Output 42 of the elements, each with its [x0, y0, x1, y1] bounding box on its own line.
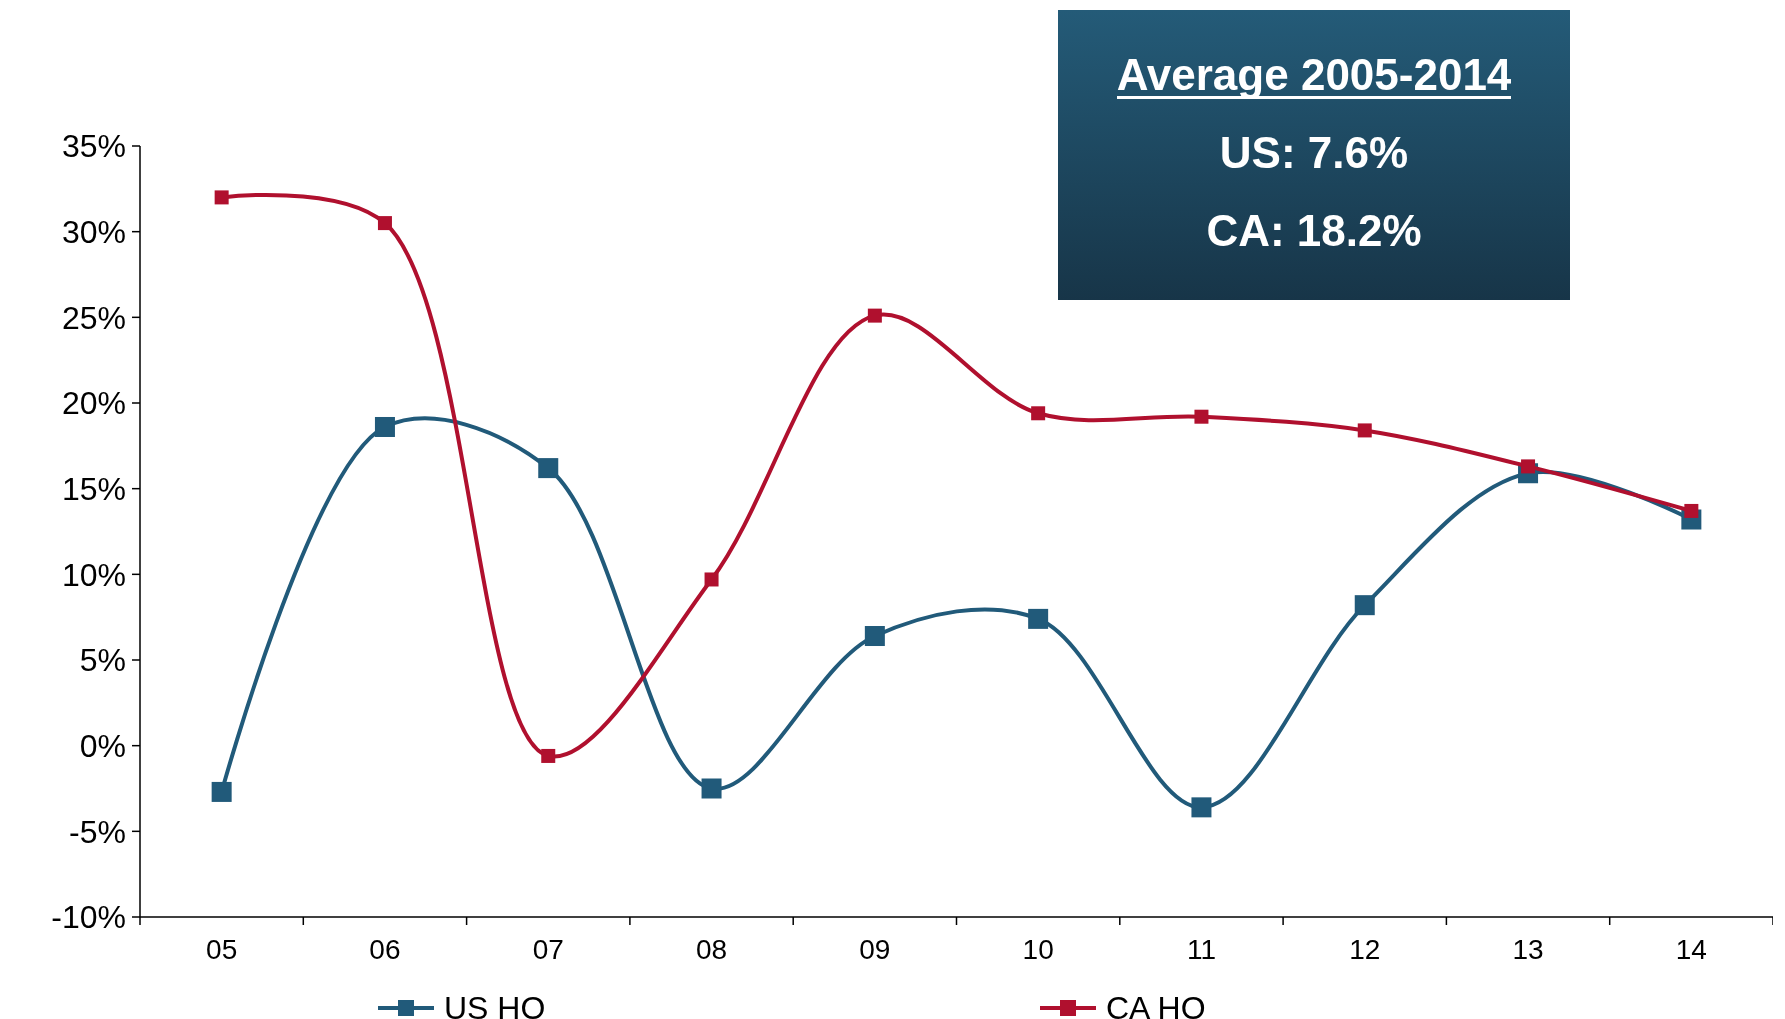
annotation: CA: 18.2%	[1206, 206, 1422, 255]
point	[377, 216, 392, 231]
x-tick-label: 07	[532, 934, 564, 965]
y-tick-label: 20%	[61, 385, 126, 422]
x-tick-label: 10	[1022, 934, 1054, 965]
y-tick-label: -5%	[69, 813, 126, 850]
y-tick-label: 30%	[61, 213, 126, 250]
point	[374, 416, 395, 437]
point	[1194, 409, 1209, 424]
x-tick-label: 11	[1186, 934, 1216, 965]
point	[864, 626, 885, 647]
y-tick-label: 5%	[79, 642, 126, 679]
point	[1028, 608, 1049, 629]
point	[1191, 797, 1212, 818]
x-tick-label: 08	[695, 934, 728, 965]
x-tick-label: 13	[1512, 934, 1544, 965]
point	[541, 748, 556, 763]
point	[1031, 406, 1046, 421]
point	[701, 778, 722, 799]
y-tick-label: -10%	[51, 899, 126, 936]
x-tick-label: 12	[1349, 934, 1381, 965]
x-tick-label: 05	[206, 934, 238, 965]
x-tick-label: 06	[369, 934, 401, 965]
point	[704, 572, 719, 587]
point	[211, 781, 232, 802]
x-tick-label: 14	[1675, 934, 1707, 965]
legend-label: US HO	[444, 990, 546, 1019]
y-tick-label: 35%	[61, 128, 126, 165]
annotation: US: 7.6%	[1219, 128, 1409, 177]
point	[1357, 423, 1372, 438]
text: Average 2005-2014	[1116, 50, 1512, 99]
point	[214, 190, 229, 205]
point	[867, 308, 882, 323]
y-tick-label: 15%	[61, 470, 126, 507]
point	[1354, 595, 1375, 616]
legend-label: CA HO	[1106, 990, 1206, 1019]
y-tick-label: 10%	[61, 556, 126, 593]
y-tick-label: 25%	[61, 299, 126, 336]
point	[1684, 503, 1699, 518]
x-tick-label: 09	[859, 934, 891, 965]
point	[538, 458, 559, 479]
y-tick-label: 0%	[79, 727, 126, 764]
